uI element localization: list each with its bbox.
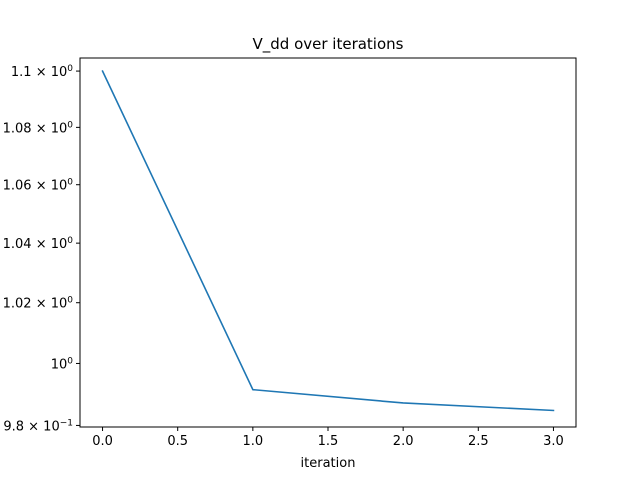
y-tick-label: 9.8 × 10−1 [3,418,73,434]
y-tick-exponent: 0 [67,64,73,74]
y-tick-exponent: 0 [67,120,73,130]
y-tick-label: 1.08 × 100 [3,120,74,136]
y-axis: 9.8 × 10−1 100 1.02 × 100 1.04 × 100 1.06 × … [3,64,80,434]
y-tick-label: 1.06 × 100 [3,178,74,194]
x-axis: 0.0 0.5 1.0 1.5 2.0 2.5 3.0 [92,427,564,449]
series-line [101,70,555,412]
series-layer [101,70,555,412]
y-tick-exponent: 0 [67,356,73,366]
y-tick-mantissa: 1.06 [3,179,32,194]
y-tick-label: 100 [51,356,74,372]
x-axis-label: iteration [301,456,356,471]
y-tick-exponent: 0 [67,178,73,188]
x-tick-label: 0.5 [167,434,188,449]
y-tick-mantissa: 1.02 [3,297,32,312]
y-tick-exponent: 0 [67,296,73,306]
y-tick-exponent: 0 [67,236,73,246]
x-tick-label: 1.0 [243,434,264,449]
y-tick-mantissa: 1.08 [3,121,32,136]
y-tick-label: 1.02 × 100 [3,296,74,312]
y-tick-mantissa: 1.1 [11,65,32,80]
y-tick-label: 1.1 × 100 [11,64,73,80]
y-tick-mantissa: 9.8 [3,419,24,434]
y-tick-label: 1.04 × 100 [3,236,74,252]
y-tick-mantissa: 1.04 [3,237,32,252]
y-tick-exponent: −1 [60,418,73,428]
chart-title: V_dd over iterations [253,35,404,54]
x-tick-label: 2.5 [468,434,489,449]
x-tick-label: 1.5 [318,434,339,449]
x-tick-label: 3.0 [543,434,564,449]
x-tick-label: 2.0 [393,434,414,449]
plot-frame [79,57,577,428]
x-tick-label: 0.0 [92,434,113,449]
